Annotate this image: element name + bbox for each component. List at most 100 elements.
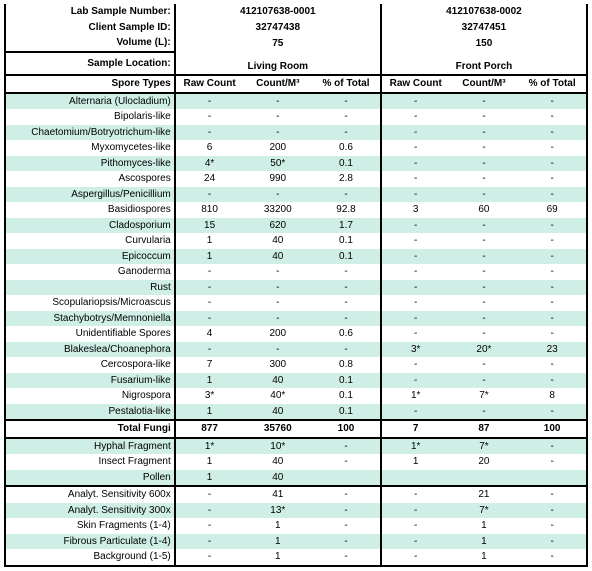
row-label: Cercospora-like bbox=[5, 357, 175, 373]
cell-cm3: 50* bbox=[243, 156, 312, 172]
cell-pct: - bbox=[518, 373, 587, 389]
cell-pct: 0.1 bbox=[312, 388, 381, 404]
row-label: Background (1-5) bbox=[5, 549, 175, 566]
cell-raw: - bbox=[381, 140, 450, 156]
cell-raw: 3* bbox=[381, 342, 450, 358]
cell-cm3: 1 bbox=[243, 518, 312, 534]
cell-raw: 1 bbox=[175, 249, 244, 265]
cell-raw: - bbox=[175, 93, 244, 110]
cell-pct: - bbox=[518, 534, 587, 550]
cell-cm3: - bbox=[450, 326, 519, 342]
cell-cm3: - bbox=[450, 357, 519, 373]
cell-raw: - bbox=[381, 109, 450, 125]
col-pct: % of Total bbox=[518, 75, 587, 93]
cell-pct: - bbox=[312, 438, 381, 455]
cell-raw: 1 bbox=[381, 454, 450, 470]
cell-pct: - bbox=[518, 454, 587, 470]
row-label: Blakeslea/Choanephora bbox=[5, 342, 175, 358]
cell-pct: 0.6 bbox=[312, 326, 381, 342]
cell-cm3: 13* bbox=[243, 503, 312, 519]
cell-cm3: 1 bbox=[450, 518, 519, 534]
sample-a-loc: Living Room bbox=[175, 52, 381, 76]
row-label: Analyt. Sensitivity 600x bbox=[5, 486, 175, 503]
cell-pct: - bbox=[312, 454, 381, 470]
cell-pct: - bbox=[312, 342, 381, 358]
cell-cm3: 7* bbox=[450, 388, 519, 404]
header-label: Volume (L): bbox=[5, 35, 175, 52]
cell-cm3: - bbox=[450, 109, 519, 125]
cell-raw: - bbox=[381, 486, 450, 503]
cell-raw: - bbox=[381, 503, 450, 519]
cell-cm3: 41 bbox=[243, 486, 312, 503]
cell-cm3: 60 bbox=[450, 202, 519, 218]
cell-raw: - bbox=[381, 218, 450, 234]
cell-raw: - bbox=[381, 311, 450, 327]
cell-pct: - bbox=[518, 125, 587, 141]
col-spore: Spore Types bbox=[5, 75, 175, 93]
cell-cm3: - bbox=[450, 218, 519, 234]
cell-cm3: 40 bbox=[243, 404, 312, 421]
cell-raw: - bbox=[175, 280, 244, 296]
cell-pct bbox=[518, 470, 587, 487]
cell-pct: - bbox=[518, 249, 587, 265]
sample-a-hdr: 75 bbox=[175, 35, 381, 52]
cell-cm3: 21 bbox=[450, 486, 519, 503]
cell-raw: - bbox=[381, 326, 450, 342]
cell-raw: 1* bbox=[381, 388, 450, 404]
cell-raw: 24 bbox=[175, 171, 244, 187]
cell-raw: 1 bbox=[175, 454, 244, 470]
row-label: Bipolaris-like bbox=[5, 109, 175, 125]
row-label: Hyphal Fragment bbox=[5, 438, 175, 455]
cell-cm3: - bbox=[243, 311, 312, 327]
row-label: Aspergillus/Penicillium bbox=[5, 187, 175, 203]
cell-pct bbox=[312, 470, 381, 487]
cell-pct: - bbox=[312, 264, 381, 280]
cell-raw: - bbox=[175, 264, 244, 280]
cell-raw: 877 bbox=[175, 420, 244, 438]
cell-raw: 1 bbox=[175, 404, 244, 421]
cell-pct: - bbox=[312, 187, 381, 203]
cell-pct: - bbox=[312, 534, 381, 550]
cell-pct: - bbox=[312, 549, 381, 566]
cell-raw bbox=[381, 470, 450, 487]
cell-cm3: 200 bbox=[243, 326, 312, 342]
cell-cm3: 620 bbox=[243, 218, 312, 234]
cell-cm3: 40 bbox=[243, 470, 312, 487]
cell-raw: - bbox=[175, 342, 244, 358]
col-raw: Raw Count bbox=[381, 75, 450, 93]
col-pct: % of Total bbox=[312, 75, 381, 93]
row-label: Stachybotrys/Memnoniella bbox=[5, 311, 175, 327]
col-cm3: Count/M³ bbox=[243, 75, 312, 93]
cell-raw: 15 bbox=[175, 218, 244, 234]
cell-cm3: 20* bbox=[450, 342, 519, 358]
cell-pct: - bbox=[312, 518, 381, 534]
cell-cm3: 40 bbox=[243, 249, 312, 265]
cell-cm3: 40 bbox=[243, 454, 312, 470]
cell-cm3: - bbox=[450, 171, 519, 187]
sample-b-loc: Front Porch bbox=[381, 52, 587, 76]
cell-pct: - bbox=[518, 326, 587, 342]
cell-raw: 810 bbox=[175, 202, 244, 218]
cell-raw: - bbox=[381, 280, 450, 296]
cell-cm3: 7* bbox=[450, 503, 519, 519]
cell-raw: 1 bbox=[175, 470, 244, 487]
cell-raw: - bbox=[175, 518, 244, 534]
cell-raw: 4* bbox=[175, 156, 244, 172]
row-label: Pollen bbox=[5, 470, 175, 487]
row-label: Curvularia bbox=[5, 233, 175, 249]
lab-report-table: Lab Sample Number:412107638-000141210763… bbox=[4, 4, 588, 567]
header-label: Client Sample ID: bbox=[5, 20, 175, 36]
sample-a-hdr: 412107638-0001 bbox=[175, 4, 381, 20]
cell-raw: - bbox=[175, 311, 244, 327]
cell-pct: - bbox=[518, 357, 587, 373]
cell-raw: - bbox=[381, 534, 450, 550]
cell-pct: 2.8 bbox=[312, 171, 381, 187]
cell-cm3: 33200 bbox=[243, 202, 312, 218]
sample-b-hdr: 32747451 bbox=[381, 20, 587, 36]
cell-cm3: - bbox=[450, 233, 519, 249]
cell-cm3: 7* bbox=[450, 438, 519, 455]
cell-pct: - bbox=[518, 404, 587, 421]
cell-raw: - bbox=[381, 404, 450, 421]
row-label: Pithomyces-like bbox=[5, 156, 175, 172]
cell-cm3: - bbox=[243, 264, 312, 280]
